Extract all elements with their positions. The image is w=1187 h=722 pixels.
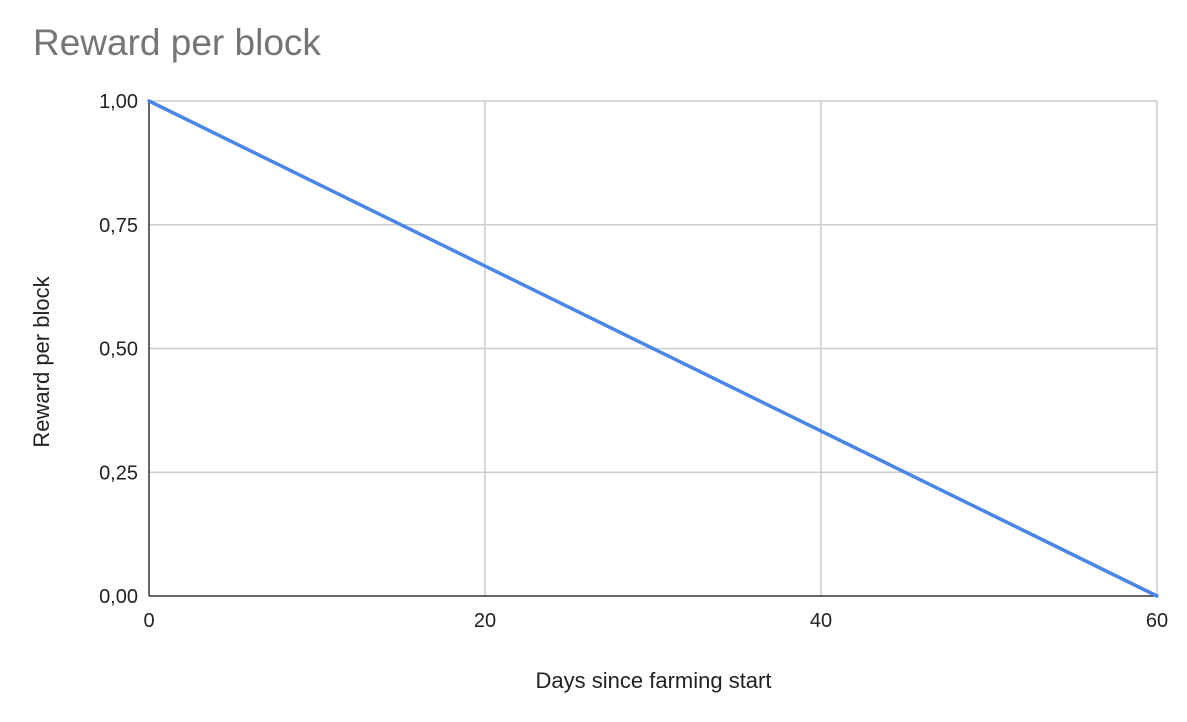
x-axis-label: Days since farming start (535, 668, 772, 693)
chart-title: Reward per block (33, 22, 321, 63)
y-tick-label: 0,75 (99, 215, 138, 237)
y-tick-label: 1,00 (99, 91, 138, 113)
series-line (147, 99, 1159, 598)
x-tick-label: 20 (474, 610, 496, 632)
x-tick-label: 40 (810, 610, 832, 632)
y-axis-label: Reward per block (29, 276, 54, 448)
x-tick-label: 60 (1146, 610, 1168, 632)
y-tick-label: 0,00 (99, 586, 138, 608)
x-tick-label: 0 (143, 610, 154, 632)
y-tick-label: 0,50 (99, 339, 138, 361)
y-tick-label: 0,25 (99, 462, 138, 484)
